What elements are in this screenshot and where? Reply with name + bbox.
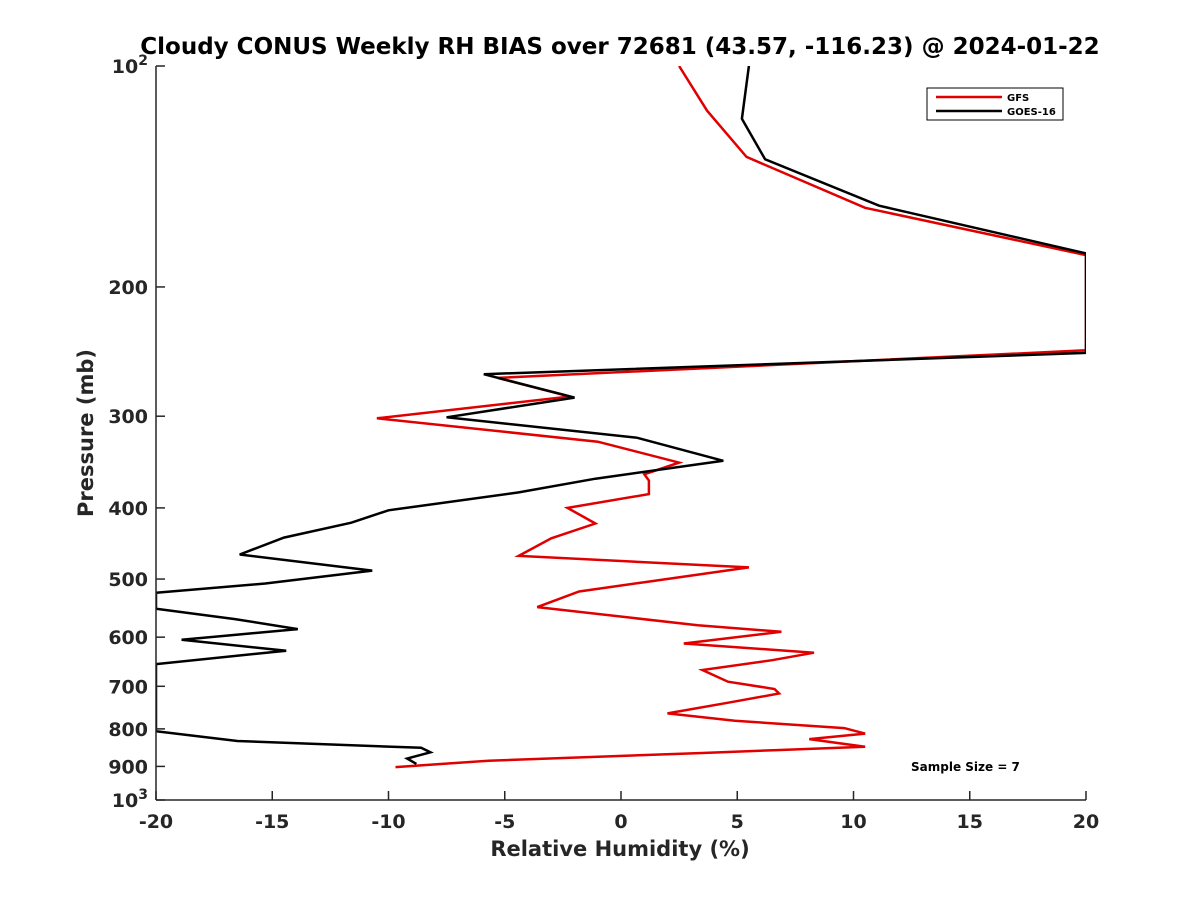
legend-label-goes16: GOES-16 bbox=[1007, 107, 1056, 118]
legend-box bbox=[926, 87, 1064, 121]
y-tick-label: 200 bbox=[108, 277, 148, 299]
series-layer bbox=[156, 66, 1086, 769]
y-tick-label: 500 bbox=[108, 569, 148, 591]
y-tick-label: 700 bbox=[108, 676, 148, 698]
x-tick-label: 0 bbox=[614, 811, 627, 833]
y-tick-label: 103 bbox=[112, 787, 148, 812]
y-tick-label: 400 bbox=[108, 498, 148, 520]
x-tick-label: 10 bbox=[840, 811, 866, 833]
y-tick-label: 102 bbox=[112, 53, 148, 78]
y-axis-ticks: 102 200 300 400 500 600 700 800 900 103 bbox=[108, 53, 165, 812]
y-tick-label: 600 bbox=[108, 627, 148, 649]
x-axis-ticks: -20 -15 -10 -5 0 5 10 15 20 bbox=[139, 791, 1099, 833]
plot-area: -20 -15 -10 -5 0 5 10 15 20 102 200 300 400 500 600 70… bbox=[108, 53, 1099, 833]
legend: GFS GOES-16 bbox=[926, 87, 1064, 121]
x-tick-label: -15 bbox=[255, 811, 289, 833]
x-tick-label: 5 bbox=[731, 811, 744, 833]
x-axis-label: Relative Humidity (%) bbox=[490, 837, 749, 861]
y-tick-label: 900 bbox=[108, 756, 148, 778]
x-tick-label: -5 bbox=[494, 811, 515, 833]
x-tick-label: 20 bbox=[1073, 811, 1099, 833]
chart-title: Cloudy CONUS Weekly RH BIAS over 72681 (… bbox=[140, 34, 1099, 60]
series-line-gfs bbox=[376, 66, 1086, 769]
y-tick-label: 800 bbox=[108, 719, 148, 741]
x-tick-label: -10 bbox=[371, 811, 405, 833]
x-tick-label: 15 bbox=[957, 811, 983, 833]
sample-size-annotation: Sample Size = 7 bbox=[911, 760, 1020, 774]
legend-label-gfs: GFS bbox=[1007, 93, 1029, 104]
series-line-goes16 bbox=[156, 66, 1086, 765]
y-axis-label: Pressure (mb) bbox=[74, 349, 98, 517]
x-tick-label: -20 bbox=[139, 811, 173, 833]
y-tick-label: 300 bbox=[108, 406, 148, 428]
